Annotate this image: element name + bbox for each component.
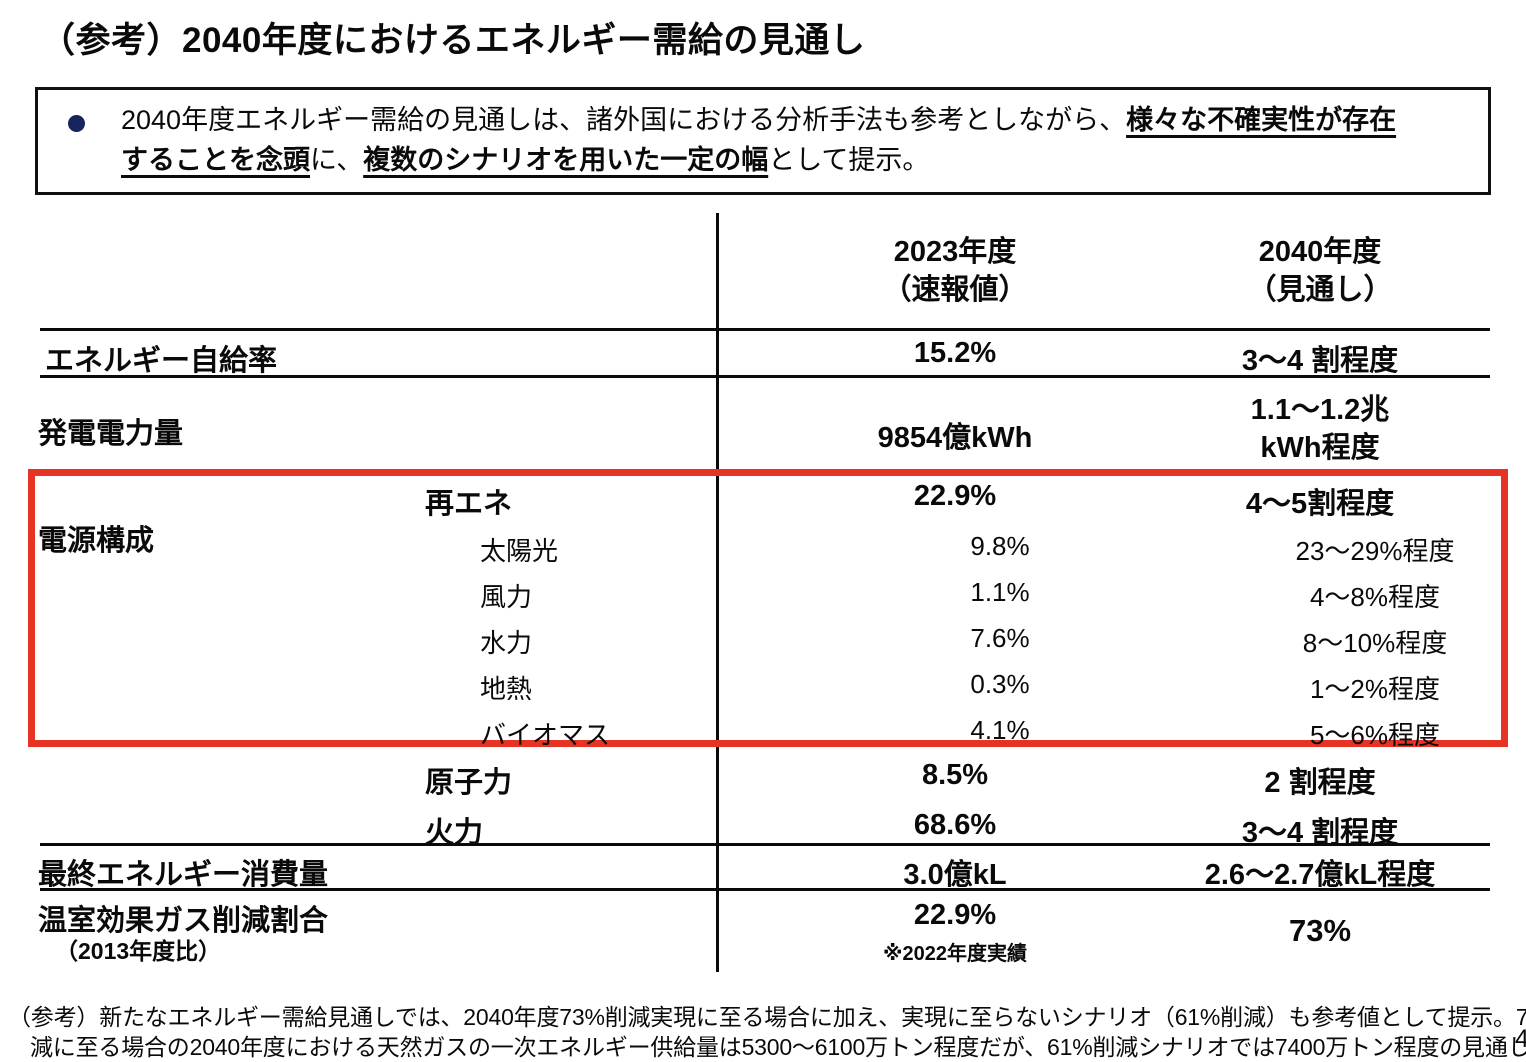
value-hydro-2023: 7.6% [970,623,1030,653]
value-generation-2040: 1.1～1.2兆 kWh程度 [1250,394,1390,464]
row-label-ghg: 温室効果ガス削減割合 [38,905,329,937]
bullet-icon [68,115,85,132]
highlight-red-box [28,469,1508,747]
value-hydro-2040: 8～10%程度 [1302,628,1448,658]
page-title: （参考）2040年度におけるエネルギー需給の見通し [40,21,866,60]
row-label-ghg-baseline: （2013年度比） [55,938,222,964]
row-label-hydro: 水力 [480,628,533,658]
footer-note-line-2: 減に至る場合の2040年度における天然ガスの一次エネルギー供給量は5300～61… [30,1034,1526,1060]
summary-line-1: 2040年度エネルギー需給の見通しは、諸外国における分析手法も参考としながら、様… [121,105,1397,135]
value-geothermal-2040: 1～2%程度 [1309,674,1441,704]
row-label-nuclear: 原子力 [425,767,513,799]
row-label-power-mix: 電源構成 [38,525,155,557]
table-rule-self-sufficiency-bottom [40,375,1490,378]
value-final-consumption-2040: 2.6～2.7億kL程度 [1204,859,1436,891]
row-label-thermal: 火力 [425,817,484,849]
value-ghg-2023: 22.9% [913,899,997,931]
summary-line-2: することを念頭に、複数のシナリオを用いた一定の幅として提示。 [121,145,930,175]
row-label-final-consumption: 最終エネルギー消費量 [38,859,329,891]
row-label-solar: 太陽光 [480,536,559,566]
value-solar-2023: 9.8% [970,531,1030,561]
value-thermal-2040: 3～4 割程度 [1241,817,1399,849]
table-rule-thermal-bottom [40,843,1490,846]
value-self-sufficiency-2040: 3～4 割程度 [1241,345,1399,377]
value-geothermal-2023: 0.3% [970,669,1030,699]
value-nuclear-2023: 8.5% [921,759,989,791]
row-label-renewable: 再エネ [425,488,513,520]
row-label-wind: 風力 [480,582,533,612]
value-biomass-2040: 5～6%程度 [1309,720,1441,750]
value-ghg-2023-note: ※2022年度実績 [883,943,1027,965]
summary-box: 2040年度エネルギー需給の見通しは、諸外国における分析手法も参考としながら、様… [35,87,1491,195]
table-rule-header-bottom [40,328,1490,331]
value-final-consumption-2023: 3.0億kL [903,859,1007,891]
column-header-2040: 2040年度 （見通し） [1247,236,1393,306]
summary-text: 2040年度エネルギー需給の見通しは、諸外国における分析手法も参考としながら、様… [121,100,1480,180]
value-wind-2023: 1.1% [970,577,1030,607]
value-solar-2040: 23～29%程度 [1295,536,1455,566]
table-column-divider [716,213,719,972]
value-self-sufficiency-2023: 15.2% [913,337,997,369]
column-header-2023: 2023年度 （速報値） [882,236,1028,306]
footer-note-line-1: （参考）新たなエネルギー需給見通しでは、2040年度73%削減実現に至る場合に加… [8,1004,1526,1030]
table-rule-consumption-bottom [40,888,1490,891]
row-label-self-sufficiency: エネルギー自給率 [45,345,278,377]
row-label-biomass: バイオマス [480,720,611,750]
value-renewable-2040: 4～5割程度 [1245,488,1395,520]
row-label-geothermal: 地熱 [480,674,533,704]
value-renewable-2023: 22.9% [913,480,997,512]
value-generation-2023: 9854億kWh [877,422,1033,454]
value-wind-2040: 4～8%程度 [1309,582,1441,612]
page-number: 4 [1515,1025,1526,1053]
value-biomass-2023: 4.1% [970,715,1030,745]
value-thermal-2023: 68.6% [913,809,997,841]
value-nuclear-2040: 2 割程度 [1264,767,1376,799]
row-label-generation: 発電電力量 [38,418,184,450]
value-ghg-2040: 73% [1288,913,1352,948]
